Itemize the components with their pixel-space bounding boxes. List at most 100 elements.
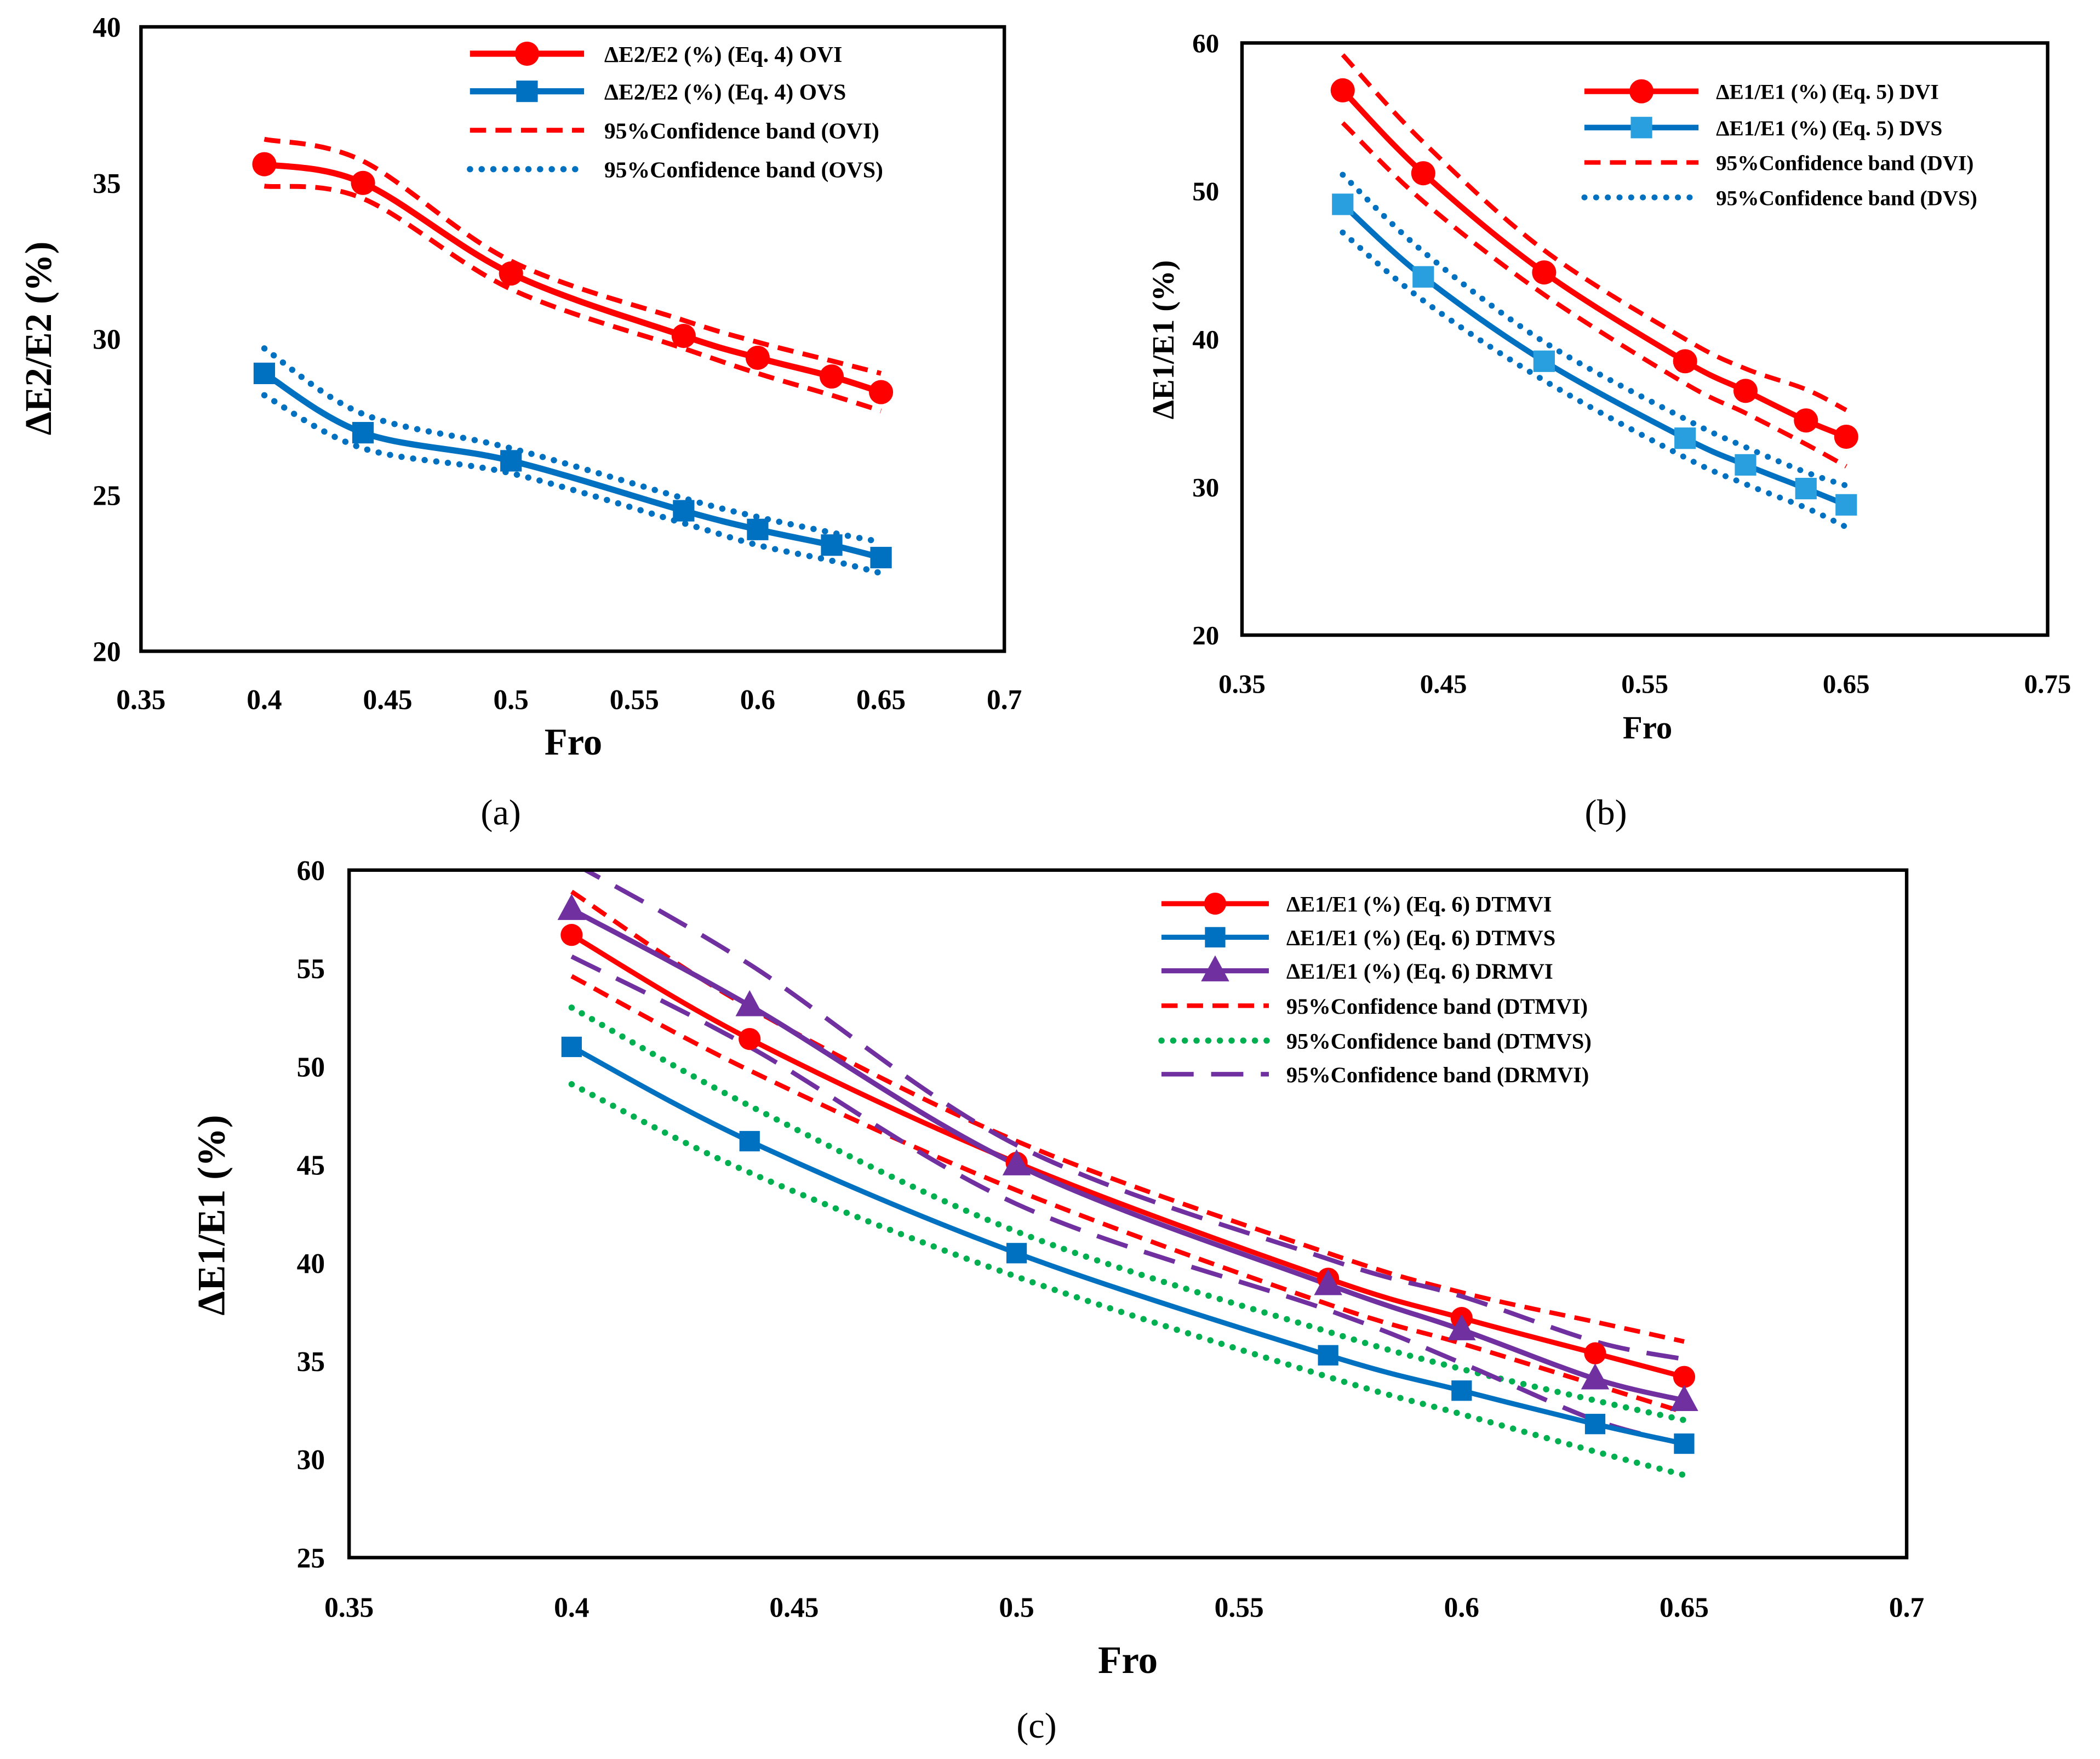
y-tick-label: 25 xyxy=(297,1543,325,1574)
legend-item: ΔE2/E2 (%) (Eq. 4) OVI xyxy=(470,41,842,67)
chart-b: ΔE1/E1 (%) Fro (b) 0.35 0.45 0.55 0.65 0.75 2… xyxy=(1147,28,2071,833)
legend-item: ΔE1/E1 (%) (Eq. 6) DTMVS xyxy=(1161,926,1555,950)
y-tick-label: 50 xyxy=(1192,176,1219,207)
y-tick-label: 25 xyxy=(93,481,121,512)
data-point-marker xyxy=(1584,1342,1606,1364)
plot-area-frame xyxy=(1240,41,2050,637)
data-point-marker xyxy=(1674,1433,1695,1454)
data-point-marker xyxy=(557,894,586,920)
data-point-marker xyxy=(1581,1363,1610,1390)
legend-label: 95%Confidence band (OVI) xyxy=(604,119,879,144)
legend-item: ΔE1/E1 (%) (Eq. 6) DRMVI xyxy=(1161,955,1553,984)
y-tick-label: 60 xyxy=(1192,28,1219,59)
legend-marker xyxy=(1204,893,1227,915)
y-axis-title: ΔE1/E1 (%) xyxy=(190,1115,233,1315)
legend-label: ΔE1/E1 (%) (Eq. 6) DRMVI xyxy=(1286,959,1553,984)
x-tick-label: 0.5 xyxy=(494,684,529,716)
data-point-marker xyxy=(735,990,764,1016)
legend-marker xyxy=(1630,117,1652,139)
chart-a: ΔE2/E2 (%) Fro (a) 0.35 0.4 0.45 0.5 0.55 0.6… xyxy=(18,12,1022,833)
data-point-marker xyxy=(739,1028,761,1050)
x-tick-label: 0.65 xyxy=(1660,1592,1709,1623)
confidence-band-upper-line xyxy=(1340,172,1850,489)
data-point-marker xyxy=(1584,1414,1606,1435)
x-tick-label: 0.55 xyxy=(610,684,659,716)
confidence-band-lower-line xyxy=(570,974,1685,1415)
data-point-marker xyxy=(351,170,375,195)
legend-item: 95%Confidence band (OVI) xyxy=(470,119,879,144)
x-axis-title: Fro xyxy=(1098,1639,1158,1682)
legend-item: 95%Confidence band (DVI) xyxy=(1584,152,1973,175)
confidence-band-upper-line xyxy=(264,136,882,376)
x-tick-label: 0.7 xyxy=(1889,1592,1924,1623)
panel-caption: (c) xyxy=(1016,1706,1056,1746)
data-point-marker xyxy=(821,534,843,556)
legend-item: ΔE1/E1 (%) (Eq. 5) DVS xyxy=(1584,117,1942,140)
data-point-marker xyxy=(1735,454,1756,476)
data-point-marker xyxy=(561,1036,582,1058)
confidence-band-upper-line xyxy=(1341,53,1847,413)
data-point-marker xyxy=(1412,266,1434,288)
legend-item: 95%Confidence band (DVS) xyxy=(1581,186,1977,210)
x-tick-label: 0.5 xyxy=(999,1592,1034,1623)
x-tick-label: 0.65 xyxy=(1823,669,1870,699)
y-tick-label: 30 xyxy=(1192,472,1219,502)
y-tick-label: 45 xyxy=(297,1150,325,1181)
legend-label: 95%Confidence band (DRMVI) xyxy=(1286,1063,1589,1087)
data-point-marker xyxy=(739,1130,760,1152)
y-tick-label: 30 xyxy=(93,324,121,356)
confidence-band-lower-line xyxy=(264,184,882,413)
data-point-marker xyxy=(560,924,583,946)
y-tick-label: 40 xyxy=(1192,324,1219,355)
legend-label: 95%Confidence band (DVS) xyxy=(1716,186,1977,210)
x-tick-label: 0.45 xyxy=(1420,669,1467,699)
legend-item: 95%Confidence band (DTMVS) xyxy=(1158,1029,1592,1054)
confidence-band-upper-line xyxy=(568,1004,1687,1424)
data-point-markers xyxy=(557,894,1698,1454)
chart-c: ΔE1/E1 (%) Fro (c) 0.35 0.4 0.45 0.5 0.55 0.6… xyxy=(190,855,1924,1746)
legend-label: ΔE2/E2 (%) (Eq. 4) OVI xyxy=(604,42,842,67)
y-tick-label: 50 xyxy=(297,1052,325,1083)
x-tick-label: 0.55 xyxy=(1215,1592,1264,1623)
x-axis-title: Fro xyxy=(545,721,602,763)
y-tick-label: 35 xyxy=(93,168,121,199)
x-axis-title: Fro xyxy=(1623,710,1672,746)
x-tick-label: 0.45 xyxy=(363,684,413,716)
data-point-marker xyxy=(500,450,522,472)
data-point-marker xyxy=(1670,1385,1698,1411)
data-point-marker xyxy=(1332,193,1354,215)
legend-item: ΔE1/E1 (%) (Eq. 5) DVI xyxy=(1584,79,1939,104)
data-point-marker xyxy=(1006,1243,1027,1264)
data-point-marker xyxy=(1794,408,1818,433)
data-point-marker xyxy=(671,323,696,349)
x-tick-label: 0.35 xyxy=(324,1592,374,1623)
x-tick-label: 0.6 xyxy=(1444,1592,1479,1623)
y-tick-label: 40 xyxy=(93,12,121,43)
y-tick-label: 20 xyxy=(93,636,121,667)
data-point-marker xyxy=(1835,494,1857,516)
data-point-marker xyxy=(1447,1314,1476,1340)
x-tick-label: 0.45 xyxy=(769,1592,819,1623)
legend: ΔE1/E1 (%) (Eq. 5) DVI ΔE1/E1 (%) (Eq. 5)… xyxy=(1581,79,1977,210)
confidence-band-lower-line xyxy=(1340,229,1850,530)
legend-marker xyxy=(1201,955,1229,981)
data-point-marker xyxy=(868,380,894,404)
legend-label: ΔE1/E1 (%) (Eq. 6) DTMVS xyxy=(1286,926,1555,950)
legend-label: 95%Confidence band (DTMVI) xyxy=(1286,994,1588,1019)
legend-item: 95%Confidence band (DTMVI) xyxy=(1161,994,1588,1019)
panel-caption: (a) xyxy=(480,793,520,833)
x-tick-label: 0.75 xyxy=(2024,669,2072,699)
legend-label: 95%Confidence band (OVS) xyxy=(604,158,883,183)
legend-item: 95%Confidence band (DRMVI) xyxy=(1161,1063,1589,1087)
legend-label: ΔE1/E1 (%) (Eq. 5) DVI xyxy=(1716,81,1939,104)
data-point-marker xyxy=(1330,78,1355,102)
data-point-marker xyxy=(673,500,695,522)
legend-item: 95%Confidence band (OVS) xyxy=(467,158,883,183)
legend-label: ΔE2/E2 (%) (Eq. 4) OVS xyxy=(604,80,846,105)
confidence-band-lower-line xyxy=(568,1081,1687,1478)
legend-item: ΔE2/E2 (%) (Eq. 4) OVS xyxy=(470,80,846,105)
data-point-marker xyxy=(1733,379,1758,403)
y-tick-label: 35 xyxy=(297,1346,325,1378)
legend-label: ΔE1/E1 (%) (Eq. 5) DVS xyxy=(1716,117,1942,140)
data-point-marker xyxy=(1834,424,1858,449)
